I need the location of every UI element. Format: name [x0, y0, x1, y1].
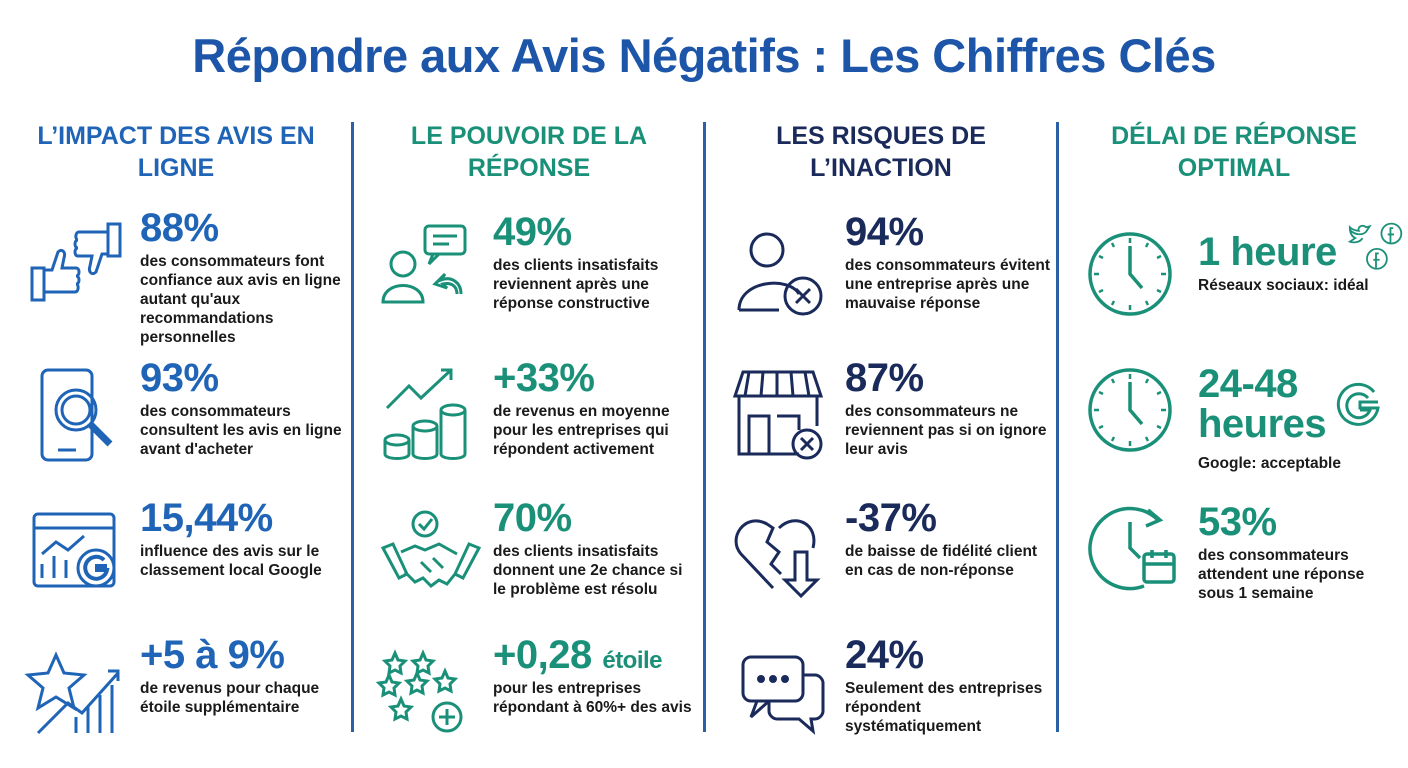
stat-value: 24% [845, 633, 924, 677]
stat-description: des consommateurs évitent une entreprise… [845, 257, 1051, 312]
user-reply-icon [381, 224, 467, 304]
stat-description: de revenus pour chaque étoile supplément… [140, 680, 320, 716]
broken-heart-icon [734, 519, 821, 599]
stat-description: des clients insatisfaits reviennent aprè… [493, 257, 659, 312]
stars-plus-icon [377, 649, 463, 733]
chat-bubbles-icon [741, 655, 825, 735]
column-risques: Les risques de l’inaction 94% des consom… [705, 118, 1057, 738]
google-icon [1336, 382, 1380, 426]
stat-value: 93% [140, 356, 219, 400]
coins-growth-icon [383, 368, 467, 460]
column-heading: Les risques de l’inaction [776, 122, 986, 182]
column-heading: Délai de réponse optimal [1111, 122, 1357, 182]
stat-description: Google: acceptable [1198, 455, 1341, 472]
star-growth-icon [24, 651, 120, 735]
stat-value: 49% [493, 210, 572, 254]
stat-value: 15,44% [140, 496, 273, 540]
stat-value: 24-48 heures [1198, 362, 1327, 446]
column-heading: L’impact des avis en ligne [37, 122, 315, 182]
clock-icon [1088, 368, 1172, 452]
user-x-icon [737, 232, 823, 316]
column-delai: Délai de réponse optimal 1 heure Réseaux… [1058, 118, 1408, 738]
stat-description: pour les entreprises répondant à 60%+ de… [493, 680, 692, 716]
stat-description: Réseaux sociaux: idéal [1198, 277, 1369, 294]
stat-value: 87% [845, 356, 924, 400]
column-pouvoir: Le pouvoir de la réponse 49% des clients… [353, 118, 705, 738]
clock-calendar-icon [1088, 506, 1176, 591]
stat-value: +33% [493, 356, 595, 400]
stat-value: 94% [845, 210, 924, 254]
handshake-icon [380, 510, 482, 588]
stat-value: -37% [845, 496, 937, 540]
divider [1056, 122, 1059, 732]
stat-description: des consommateurs attendent une réponse … [1198, 547, 1365, 602]
stat-description: influence des avis sur le classement loc… [140, 543, 322, 579]
thumbs-up-down-icon [30, 222, 122, 302]
stat-value: 88% [140, 206, 219, 250]
stat-description: des consommateurs font confiance aux avi… [140, 253, 341, 346]
clock-icon [1088, 232, 1172, 316]
page-title: Répondre aux Avis Négatifs : Les Chiffre… [192, 29, 1216, 82]
stat-description: de baisse de fidélité client en cas de n… [845, 543, 1038, 579]
store-x-icon [732, 370, 824, 460]
stat-value: 53% [1198, 500, 1277, 544]
stat-number: +0,28 [493, 633, 592, 677]
stat-description: Seulement des entreprises répondent syst… [845, 680, 1043, 735]
stat-value: +0,28 étoile [493, 633, 663, 678]
column-impact: L’impact des avis en ligne 88% des conso… [0, 118, 352, 738]
divider [351, 122, 354, 732]
stat-value: 1 heure [1198, 230, 1337, 274]
stat-description: des clients insatisfaits donnent une 2e … [493, 543, 683, 598]
divider [703, 122, 706, 732]
google-chart-icon [32, 512, 116, 588]
stat-description: de revenus en moyenne pour les entrepris… [493, 403, 670, 458]
phone-magnifier-icon [40, 368, 113, 462]
stat-description: des consommateurs consultent les avis en… [140, 403, 342, 458]
stat-value: +5 à 9% [140, 633, 285, 677]
stat-description: des consommateurs ne reviennent pas si o… [845, 403, 1047, 458]
stat-value: 70% [493, 496, 572, 540]
stat-unit: étoile [602, 647, 663, 674]
social-media-icons [1347, 222, 1403, 270]
column-heading: Le pouvoir de la réponse [410, 122, 648, 182]
